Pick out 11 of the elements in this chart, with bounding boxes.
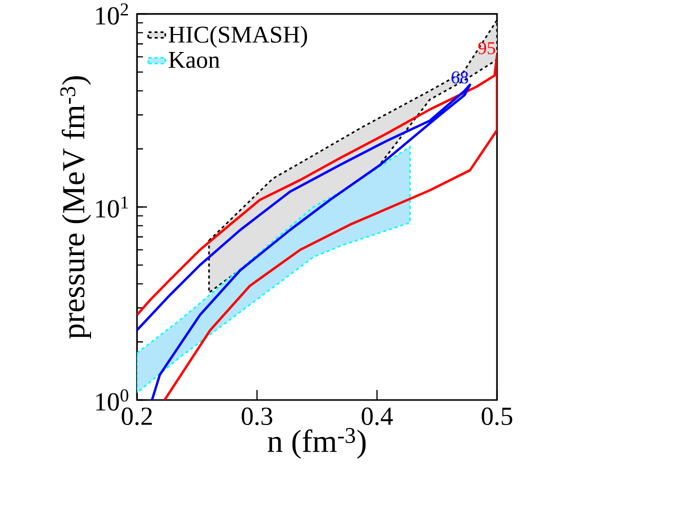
x-tick-label: 0.5 bbox=[482, 408, 512, 426]
y-axis-title: pressure (MeV fm$^{-3}$) bbox=[60, 76, 91, 339]
x-tick-label: 0.4 bbox=[362, 408, 393, 426]
y-tick-label: 10$^{2}$ bbox=[96, 3, 128, 25]
y-tick-label: 10$^{1}$ bbox=[96, 196, 128, 218]
annotation: 68 bbox=[452, 71, 468, 84]
legend-label: HIC(SMASH) bbox=[168, 26, 308, 48]
x-tick-label: 0.3 bbox=[242, 408, 272, 426]
legend-label: Kaon bbox=[168, 52, 220, 68]
x-axis-title: n (fm$^{-3}$) bbox=[268, 428, 366, 459]
annotation: 95 bbox=[478, 42, 496, 54]
